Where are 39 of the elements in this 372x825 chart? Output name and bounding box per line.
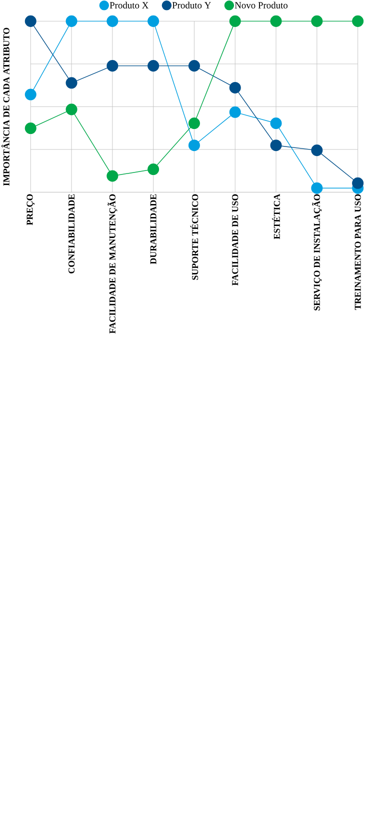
point <box>270 118 282 130</box>
point <box>188 60 200 72</box>
point <box>66 15 78 27</box>
point <box>229 106 241 118</box>
point <box>229 82 241 94</box>
point <box>229 15 241 27</box>
point <box>24 122 36 134</box>
x-tick-label: ESTÉTICA <box>272 194 280 240</box>
point <box>311 182 323 194</box>
point <box>188 140 200 152</box>
x-tick-label: SUPORTE TÉCNICO <box>190 194 198 280</box>
point <box>106 15 118 27</box>
point <box>106 170 118 182</box>
point <box>106 60 118 72</box>
legend-label: Produto X <box>110 2 148 8</box>
point <box>24 88 36 100</box>
y-axis-title: IMPORTÂNCIA DE CADA ATRIBUTO <box>1 28 10 186</box>
point <box>24 15 36 27</box>
x-tick-label: DURABILIDADE <box>150 194 156 264</box>
x-tick-label: FACILIDADE DE USO <box>232 194 238 286</box>
point <box>270 15 282 27</box>
legend-label: Produto Y <box>172 2 211 8</box>
point <box>311 144 323 156</box>
legend-label: Novo Produto <box>234 2 288 8</box>
point <box>188 118 200 130</box>
point <box>270 140 282 152</box>
point <box>147 164 159 176</box>
point <box>352 15 364 27</box>
point <box>66 104 78 116</box>
point <box>147 15 159 27</box>
x-tick-label: FACILIDADE DE MANUTENÇÃO <box>107 194 118 334</box>
x-tick-label: CONFIABILIDADE <box>68 194 74 274</box>
point <box>66 77 78 89</box>
x-tick-label: TREINAMENTO PARA USO <box>354 194 361 310</box>
point <box>352 177 364 189</box>
point <box>311 15 323 27</box>
x-tick-label: SERVIÇO DE INSTALAÇÃO <box>312 194 322 310</box>
point <box>147 60 159 72</box>
x-tick-label: PREÇO <box>26 194 34 226</box>
